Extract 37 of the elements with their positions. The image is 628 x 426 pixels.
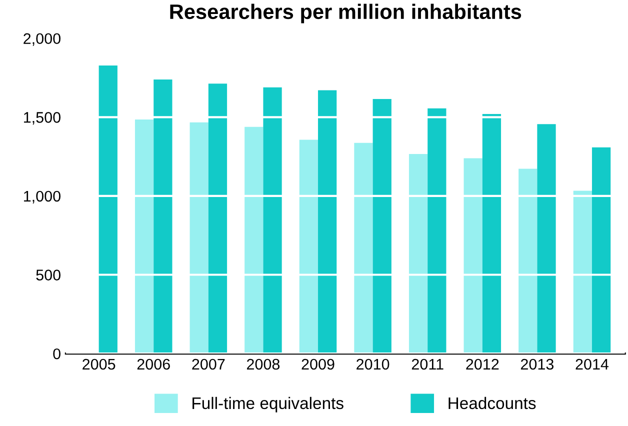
bar [372,99,392,354]
bar [263,87,282,354]
bar [134,120,154,354]
x-tick-label: 2011 [412,358,444,370]
y-tick-label: 0 [53,348,60,360]
x-tick-label: 2012 [466,358,499,370]
bar [244,126,264,354]
x-tick-label: 2007 [192,358,225,370]
x-tick-label: 2006 [137,358,170,370]
bar [208,84,228,354]
bar [482,114,502,354]
bar [318,90,337,354]
x-tick-label: 2009 [302,358,334,370]
bar [299,140,318,354]
bar [154,79,172,354]
y-tick-label: 500 [36,270,60,280]
y-tick-label: 1,000 [24,190,60,204]
bar [354,142,373,354]
bar [518,168,538,354]
x-tick-label: 2008 [246,358,280,370]
bar [464,158,482,354]
legend-label: Full-time equivalents [192,396,344,412]
y-tick-label: 1,500 [24,112,60,125]
x-tick-label: 2010 [356,358,390,370]
x-tick-label: 2005 [82,358,116,370]
bar [190,122,208,354]
bar [98,65,118,354]
y-tick-label: 2,000 [24,33,60,46]
bar [573,190,592,354]
chart-title: Researchers per million inhabitants [170,4,522,24]
x-tick-label: 2014 [576,358,609,370]
bar [592,147,611,354]
bar [428,108,446,354]
legend-label: Headcounts [448,396,536,410]
x-tick-label: 2013 [520,358,554,370]
bar [408,154,428,354]
bar [537,124,556,354]
